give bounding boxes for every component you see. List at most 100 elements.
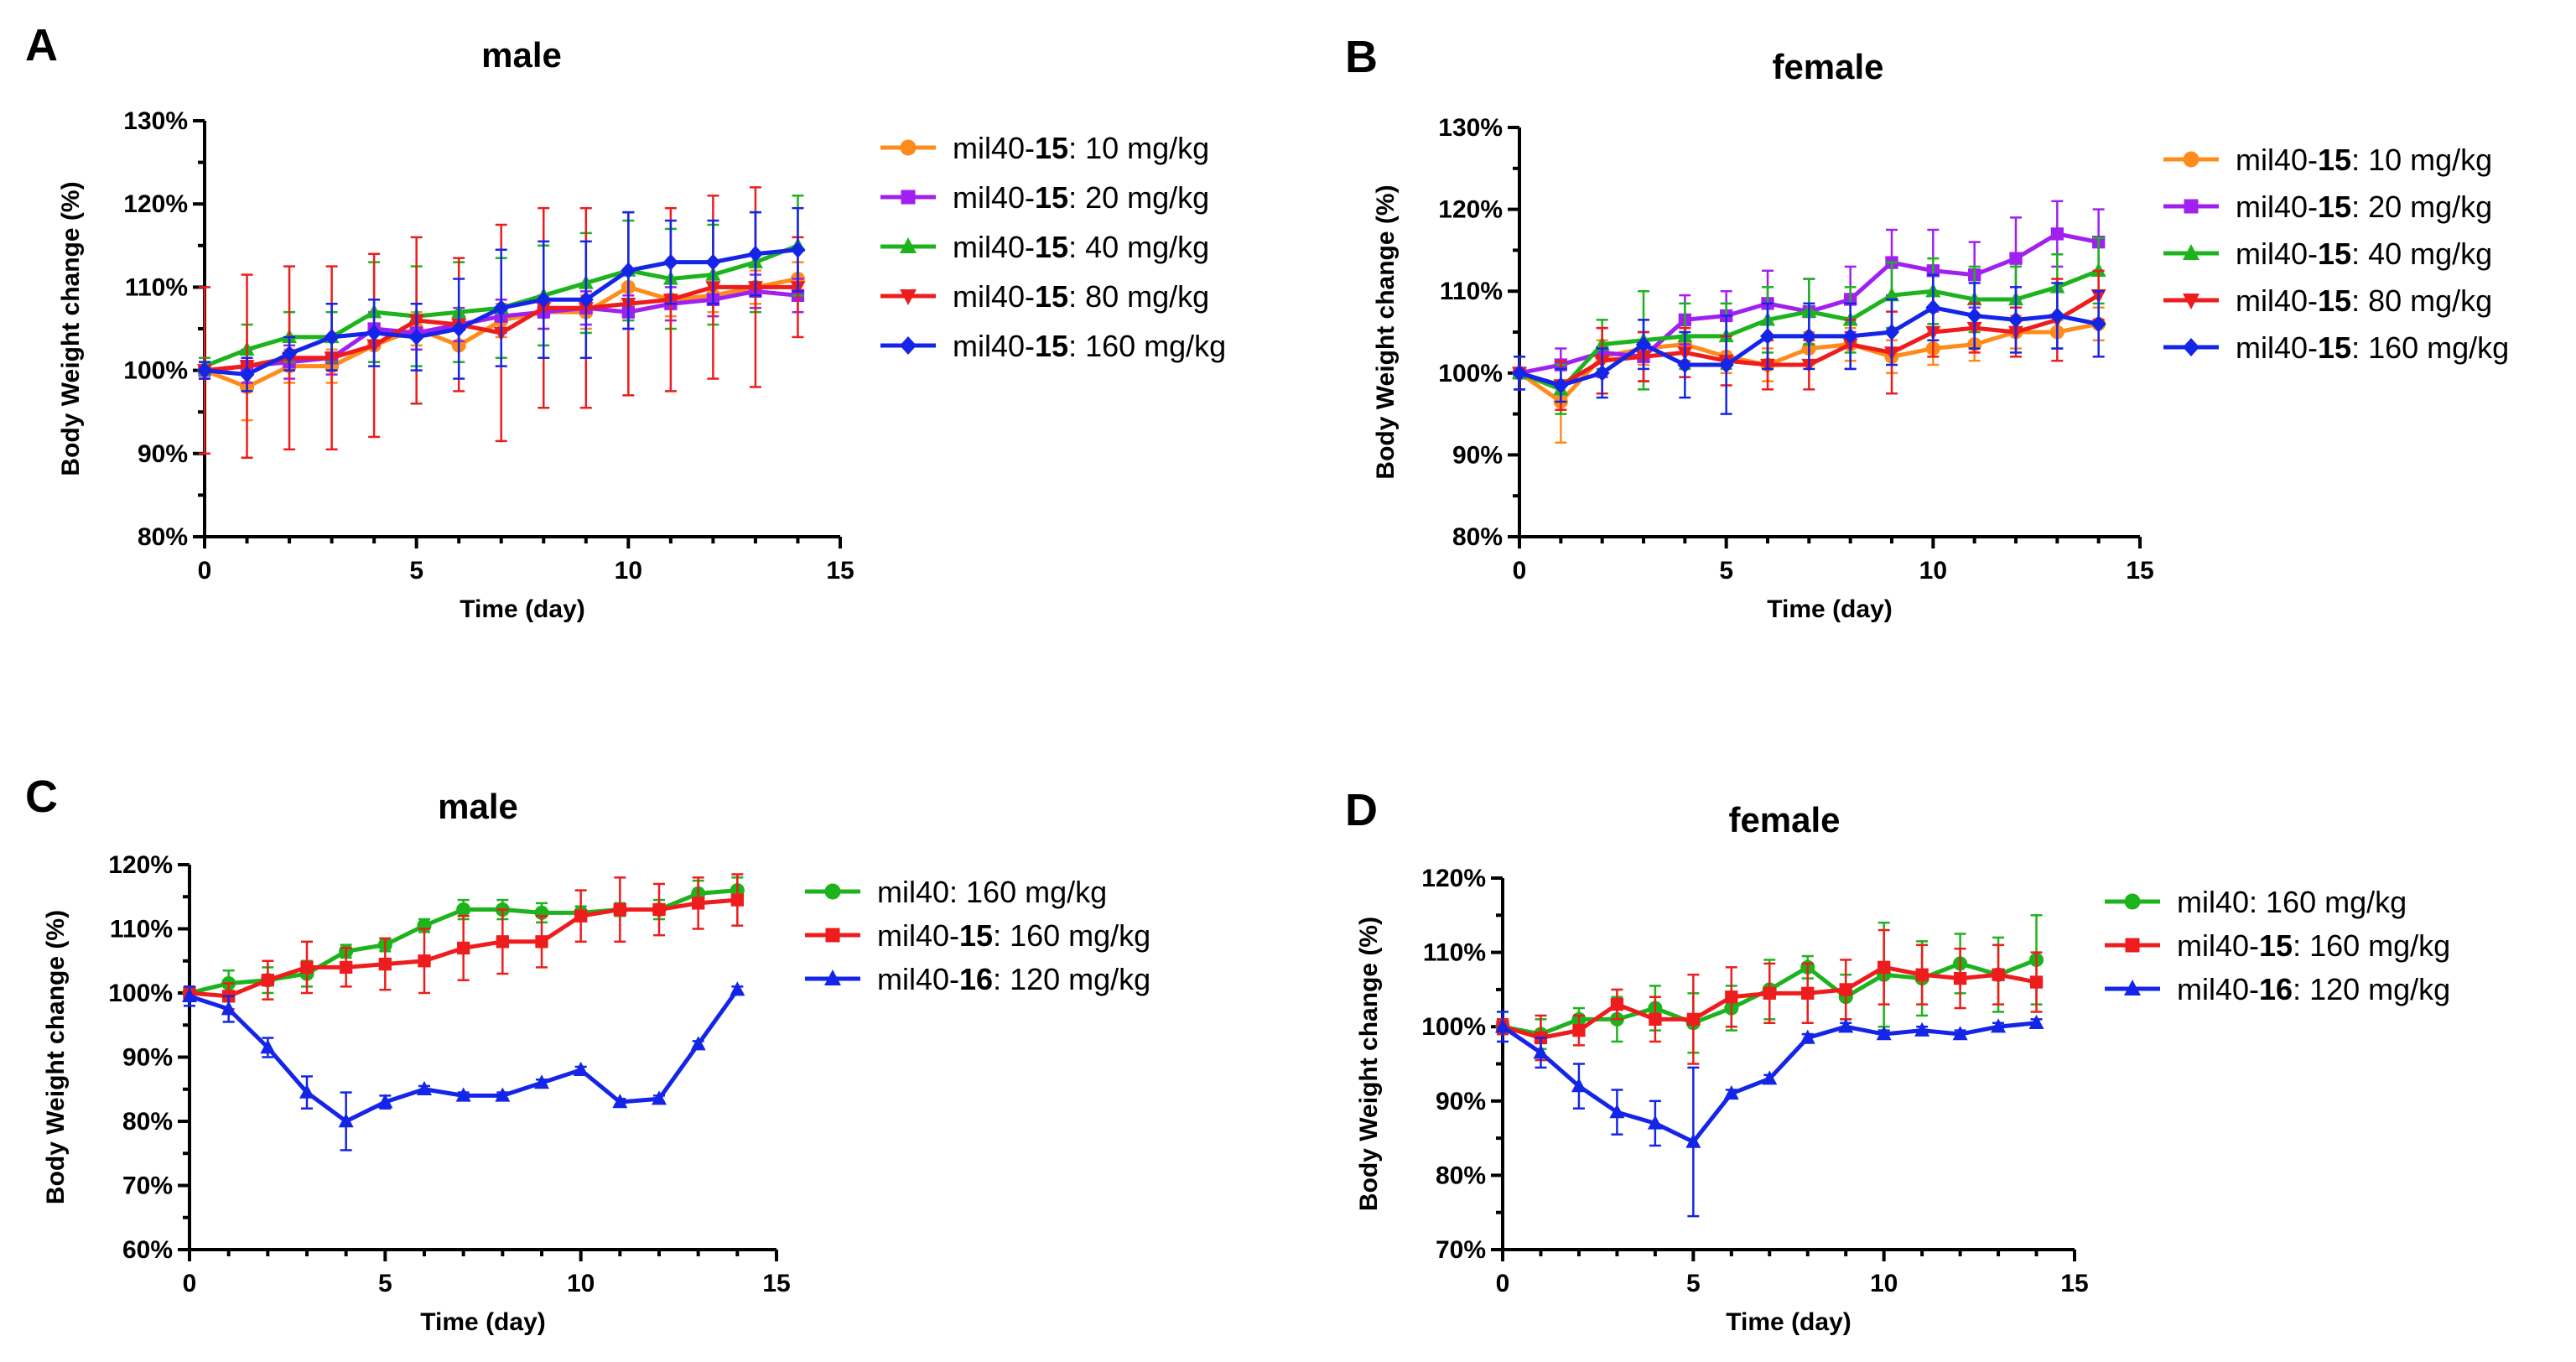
marker-triangle-up (824, 970, 841, 985)
legend-label: mil40-15: 10 mg/kg (953, 131, 1209, 165)
marker-diamond (1925, 299, 1941, 316)
y-tick-label: 80% (122, 1108, 173, 1136)
y-tick-label: 60% (122, 1236, 173, 1264)
marker-triangle-up (1762, 1070, 1778, 1085)
legend-label-name: mil40- (2177, 972, 2259, 1006)
marker-triangle-up (900, 237, 917, 253)
y-tick-label: 70% (1436, 1236, 1486, 1264)
marker-diamond (705, 253, 721, 271)
y-tick-label: 120% (108, 851, 173, 879)
marker-triangle-up (1838, 1018, 1854, 1033)
legend-item: mil40-16: 120 mg/kg (805, 962, 1150, 996)
legend-label-name: mil40 (877, 875, 949, 909)
legend-label-compound: 15 (1035, 279, 1068, 314)
legend-label-compound: 15 (2318, 283, 2351, 318)
marker-square (1649, 1012, 1662, 1026)
series-2 (183, 873, 744, 1011)
marker-square (2184, 199, 2199, 214)
marker-square (901, 190, 916, 205)
x-tick-label: 10 (1870, 1270, 1898, 1297)
marker-square (652, 902, 666, 917)
marker-diamond (1636, 335, 1651, 353)
marker-circle (456, 902, 471, 918)
y-tick-label: 100% (108, 980, 173, 1007)
legend-label-compound: 15 (2259, 928, 2293, 963)
marker-square (1801, 986, 1815, 1000)
y-tick-label: 80% (1452, 523, 1503, 551)
series-5 (197, 206, 806, 392)
legend-label-compound: 15 (1035, 230, 1068, 264)
marker-square (1610, 997, 1624, 1011)
legend-label-name: mil40- (953, 230, 1035, 264)
panel-letter: A (25, 20, 58, 70)
panel-letter: B (1345, 32, 1378, 82)
x-tick-label: 15 (826, 557, 854, 585)
legend-label-dose: : 80 mg/kg (1068, 279, 1209, 314)
marker-diamond (282, 345, 298, 362)
x-tick-label: 5 (409, 557, 423, 585)
legend-item: mil40-15: 10 mg/kg (880, 131, 1209, 165)
legend-label: mil40-15: 160 mg/kg (2177, 928, 2450, 963)
marker-square (2050, 227, 2064, 241)
y-tick-label: 130% (123, 107, 188, 135)
legend-label-dose: : 10 mg/kg (2351, 143, 2492, 177)
y-axis-title: Body Weight change (%) (1372, 185, 1400, 479)
marker-square (574, 909, 588, 923)
legend-label-dose: : 160 mg/kg (1068, 329, 1226, 363)
marker-triangle-up (2028, 1014, 2044, 1029)
marker-diamond (747, 245, 763, 263)
y-axis-title: Body Weight change (%) (1355, 917, 1383, 1211)
legend-label-dose: : 160 mg/kg (2293, 928, 2450, 963)
marker-diamond (662, 253, 678, 271)
marker-triangle-up (1647, 1115, 1663, 1130)
marker-diamond (493, 299, 509, 317)
marker-triangle-up (1800, 1029, 1815, 1044)
legend-label-name: mil40- (877, 962, 959, 996)
marker-triangle-up (1723, 1085, 1739, 1100)
marker-triangle-up (652, 1090, 667, 1105)
legend-label-compound: 15 (2318, 143, 2351, 177)
marker-diamond (621, 262, 636, 279)
legend-label-name: mil40- (953, 131, 1035, 165)
marker-triangle-up (1884, 287, 1899, 302)
legend-label-name: mil40- (953, 279, 1035, 314)
marker-diamond (790, 241, 806, 258)
chart-title: female (1728, 800, 1840, 840)
y-tick-label: 120% (1438, 196, 1503, 224)
marker-triangle-up (455, 1087, 471, 1102)
marker-diamond (1884, 324, 1899, 340)
marker-triangle-up (182, 987, 197, 1003)
legend-label: mil40-15: 80 mg/kg (953, 279, 1209, 314)
x-tick-label: 0 (1513, 557, 1527, 585)
legend-label: mil40-16: 120 mg/kg (877, 962, 1150, 996)
y-tick-label: 100% (1438, 360, 1503, 387)
panel-letter: D (1345, 785, 1378, 835)
legend-label: mil40-16: 120 mg/kg (2177, 972, 2450, 1006)
marker-diamond (197, 361, 212, 379)
legend-label-compound: 16 (2259, 972, 2293, 1006)
legend-label-name: mil40 (2177, 885, 2249, 919)
legend-label: mil40-15: 40 mg/kg (2236, 237, 2492, 271)
marker-diamond (1594, 364, 1610, 382)
marker-square (730, 893, 744, 907)
legend-label: mil40-15: 10 mg/kg (2236, 143, 2492, 177)
marker-triangle-up (534, 1074, 549, 1089)
legend-label: mil40: 160 mg/kg (877, 875, 1107, 909)
y-tick-label: 120% (1421, 865, 1486, 892)
x-tick-label: 0 (1496, 1270, 1510, 1297)
chart-title: male (438, 787, 518, 826)
x-axis-title: Time (day) (1767, 595, 1893, 623)
y-tick-label: 110% (110, 916, 173, 944)
y-axis-title: Body Weight change (%) (42, 910, 70, 1204)
legend-item: mil40: 160 mg/kg (805, 875, 1107, 909)
legend-label-name: mil40- (2177, 928, 2259, 963)
legend-label-name: mil40- (2236, 190, 2318, 224)
y-tick-label: 110% (1423, 939, 1486, 967)
x-axis-title: Time (day) (1726, 1308, 1852, 1336)
legend-label-dose: : 40 mg/kg (2351, 237, 2492, 271)
y-tick-label: 120% (123, 190, 188, 218)
marker-triangle-down (900, 289, 917, 305)
y-tick-label: 90% (1452, 441, 1503, 469)
marker-circle (2124, 893, 2141, 910)
